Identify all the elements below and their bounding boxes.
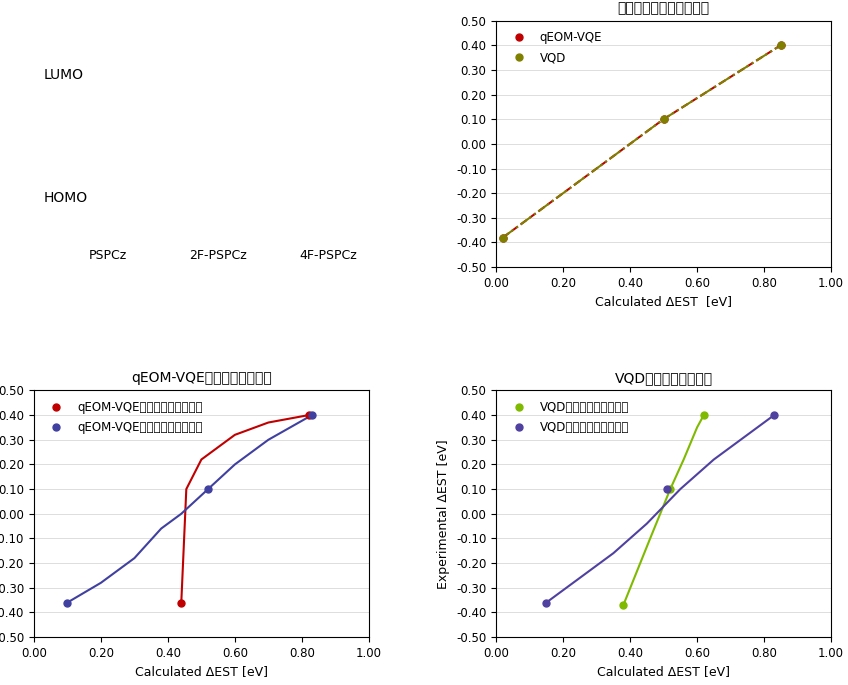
qEOM-VQE (659, 115, 669, 123)
qEOM-VQE (498, 234, 508, 242)
Line: VQD法：エラー低減あり: VQD法：エラー低減あり (543, 412, 778, 606)
Text: HOMO: HOMO (44, 191, 88, 205)
Y-axis label: Experimental ΔEST [eV]: Experimental ΔEST [eV] (438, 439, 450, 588)
Text: PSPCz: PSPCz (88, 249, 126, 262)
VQD法：エラー低減あり (541, 599, 551, 607)
X-axis label: Calculated ΔEST  [eV]: Calculated ΔEST [eV] (595, 295, 732, 308)
qEOM-VQE法：エラー低減無し (176, 599, 187, 607)
VQD法：エラー低減あり (661, 485, 672, 493)
Line: VQD: VQD (499, 42, 784, 241)
qEOM-VQE法：エラー低減あり (203, 485, 213, 493)
VQD (659, 115, 669, 123)
Line: qEOM-VQE法：エラー低減無し: qEOM-VQE法：エラー低減無し (178, 412, 312, 606)
Legend: qEOM-VQE法：エラー低減無し, qEOM-VQE法：エラー低減あり: qEOM-VQE法：エラー低減無し, qEOM-VQE法：エラー低減あり (40, 397, 208, 439)
Title: VQD法の実機計算結果: VQD法の実機計算結果 (615, 371, 712, 385)
Text: 2F-PSPCz: 2F-PSPCz (189, 249, 247, 262)
VQD法：エラー低減無し (665, 485, 675, 493)
Line: qEOM-VQE法：エラー低減あり: qEOM-VQE法：エラー低減あり (64, 412, 315, 606)
qEOM-VQE法：エラー低減あり (307, 411, 317, 419)
Text: LUMO: LUMO (44, 68, 84, 82)
Legend: VQD法：エラー低減無し, VQD法：エラー低減あり: VQD法：エラー低減無し, VQD法：エラー低減あり (502, 397, 634, 439)
Title: qEOM-VQE法の実機計算結果: qEOM-VQE法の実機計算結果 (131, 371, 271, 385)
Line: VQD法：エラー低減無し: VQD法：エラー低減無し (620, 412, 707, 608)
Title: シミュレータの計算結果: シミュレータの計算結果 (617, 1, 710, 15)
Line: qEOM-VQE: qEOM-VQE (499, 42, 784, 241)
VQD法：エラー低減無し (699, 411, 709, 419)
VQD (498, 234, 508, 242)
VQD法：エラー低減無し (618, 601, 628, 609)
Text: 4F-PSPCz: 4F-PSPCz (300, 249, 358, 262)
X-axis label: Calculated ΔEST [eV]: Calculated ΔEST [eV] (135, 665, 268, 678)
qEOM-VQE法：エラー低減無し (304, 411, 314, 419)
VQD (776, 41, 786, 49)
VQD法：エラー低減あり (769, 411, 779, 419)
qEOM-VQE (776, 41, 786, 49)
X-axis label: Calculated ΔEST [eV]: Calculated ΔEST [eV] (597, 665, 730, 678)
Legend: qEOM-VQE, VQD: qEOM-VQE, VQD (502, 27, 607, 69)
qEOM-VQE法：エラー低減あり (62, 599, 72, 607)
